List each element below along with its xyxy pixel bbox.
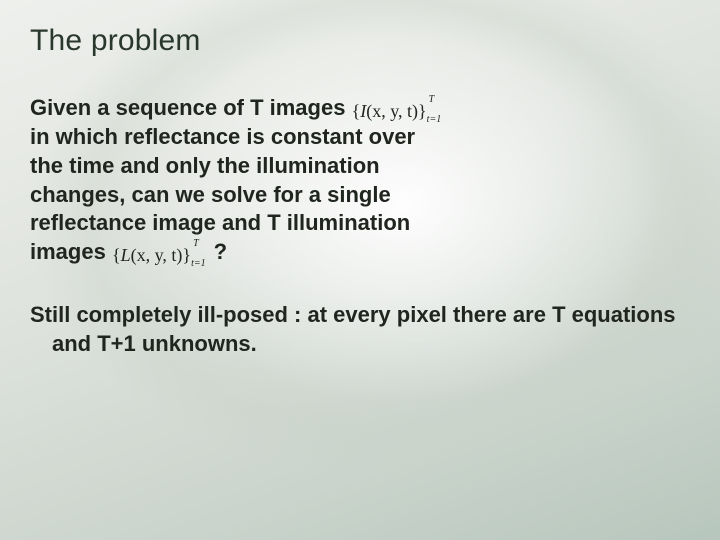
brace-open: {	[112, 245, 121, 265]
brace-close: }	[418, 101, 427, 121]
text: reflectance image and T illumination	[30, 210, 410, 235]
limits: Tt=1	[427, 101, 445, 119]
slide: The problem Given a sequence of T images…	[0, 0, 720, 540]
subscript: t=1	[191, 257, 206, 270]
limits: Tt=1	[191, 245, 209, 263]
formula-images-set: {I(x, y, t)}Tt=1	[352, 101, 445, 121]
text: Given a sequence of T images	[30, 95, 352, 120]
slide-title: The problem	[30, 24, 690, 58]
text: the time and only the illumination	[30, 153, 380, 178]
text: ?	[214, 239, 227, 264]
text: in which reflectance is constant over	[30, 124, 415, 149]
function-name: L	[121, 245, 131, 265]
brace-close: }	[182, 245, 191, 265]
subscript: t=1	[427, 113, 442, 126]
function-args: (x, y, t)	[366, 101, 418, 121]
brace-open: {	[352, 101, 361, 121]
formula-illumination-set: {L(x, y, t)}Tt=1	[112, 245, 214, 265]
function-args: (x, y, t)	[131, 245, 183, 265]
superscript: T	[193, 237, 199, 250]
text: images	[30, 239, 112, 264]
text: changes, can we solve for a single	[30, 182, 391, 207]
problem-statement: Given a sequence of T images {I(x, y, t)…	[30, 94, 670, 267]
ill-posed-statement: Still completely ill-posed : at every pi…	[30, 301, 690, 358]
superscript: T	[429, 93, 435, 106]
